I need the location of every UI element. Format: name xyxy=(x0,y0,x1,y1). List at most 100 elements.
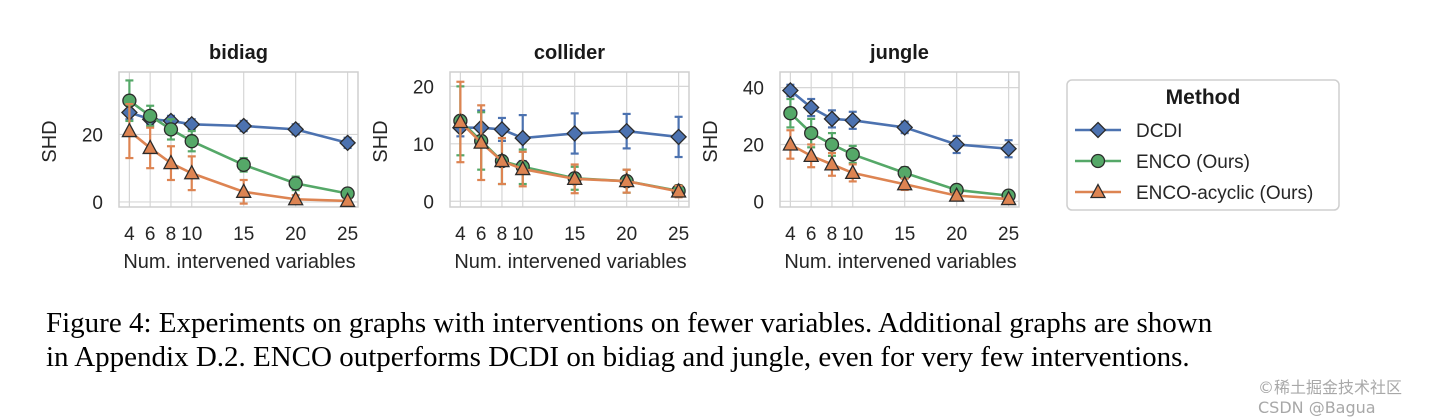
data-point xyxy=(163,122,179,137)
caption-line-1: Figure 4: Experiments on graphs with int… xyxy=(46,307,1213,339)
y-tick-label: 10 xyxy=(413,135,434,156)
data-point xyxy=(1000,140,1018,158)
series-dcdi xyxy=(120,104,357,152)
figure-caption: Figure 4: Experiments on graphs with int… xyxy=(46,306,1386,374)
legend-label: ENCO (Ours) xyxy=(1136,152,1250,173)
y-axis-label: SHD xyxy=(700,120,722,162)
series-enco-ours xyxy=(122,79,355,201)
data-point xyxy=(804,125,819,141)
x-tick-label: 4 xyxy=(124,224,135,245)
chart-panel-bidiag: bidiag 4 6 8 10 15 20 25 0 20 Num. intervened vari… xyxy=(39,42,359,273)
data-point xyxy=(235,117,253,135)
y-axis-label: SHD xyxy=(370,120,392,162)
data-point xyxy=(844,164,861,180)
data-point xyxy=(823,155,841,171)
data-point xyxy=(782,135,799,151)
panel-title: bidiag xyxy=(209,42,268,64)
series-dcdi xyxy=(781,82,1018,159)
legend-entry: ENCO-acyclic (Ours) xyxy=(1075,183,1313,204)
data-point xyxy=(948,186,965,202)
y-tick-label: 20 xyxy=(82,125,103,146)
data-point xyxy=(823,110,841,128)
y-tick-label: 0 xyxy=(423,192,434,213)
x-tick-label: 25 xyxy=(337,224,358,245)
x-tick-label: 20 xyxy=(946,224,967,245)
plot-frame xyxy=(449,71,690,208)
data-point xyxy=(566,169,583,186)
data-point xyxy=(287,190,304,206)
data-point xyxy=(514,129,532,147)
series-dcdi xyxy=(451,109,688,163)
data-point xyxy=(783,106,798,121)
legend-marker xyxy=(1089,121,1107,139)
x-tick-label: 8 xyxy=(166,224,177,245)
data-point xyxy=(514,160,531,176)
data-point xyxy=(143,108,158,124)
data-point xyxy=(236,157,251,172)
legend: Method DCDI ENCO (Ours) ENCO-acyclic (Ours) xyxy=(1066,79,1340,211)
x-tick-label: 8 xyxy=(497,224,508,245)
data-point xyxy=(618,122,636,140)
caption-line-2: in Appendix D.2. ENCO outperforms DCDI o… xyxy=(46,341,1190,373)
x-tick-label: 6 xyxy=(476,224,487,245)
chart-panel-jungle: jungle 4 6 8 10 15 20 25 0 20 40 Num. intervened va… xyxy=(700,42,1020,273)
legend-label: ENCO-acyclic (Ours) xyxy=(1136,183,1313,204)
data-point xyxy=(670,128,688,146)
x-tick-label: 8 xyxy=(827,224,838,245)
data-point xyxy=(493,121,511,138)
x-tick-label: 10 xyxy=(181,224,202,245)
y-tick-label: 20 xyxy=(743,135,764,156)
legend-title: Method xyxy=(1166,86,1241,109)
data-point xyxy=(184,134,199,149)
x-tick-label: 25 xyxy=(998,224,1019,245)
watermark: ©稀土掘金技术社区 CSDN @Bagua xyxy=(1258,378,1403,417)
x-tick-label: 6 xyxy=(806,224,817,245)
legend-entry: ENCO (Ours) xyxy=(1075,152,1250,173)
x-axis-label: Num. intervened variables xyxy=(784,251,1016,273)
data-point xyxy=(948,136,966,153)
data-point xyxy=(493,152,511,168)
legend-marker xyxy=(1089,183,1107,199)
data-point xyxy=(339,134,357,152)
data-point xyxy=(896,119,914,136)
x-tick-label: 20 xyxy=(285,224,306,245)
x-tick-label: 15 xyxy=(233,224,254,245)
plot-frame xyxy=(118,71,359,208)
data-point xyxy=(896,175,913,191)
data-point xyxy=(670,182,687,198)
x-tick-label: 6 xyxy=(145,224,156,245)
data-point xyxy=(618,172,635,188)
legend-frame xyxy=(1066,79,1340,211)
data-point xyxy=(288,176,303,191)
y-tick-label: 20 xyxy=(413,77,434,98)
data-point xyxy=(1000,190,1017,206)
data-point xyxy=(473,133,490,149)
x-tick-label: 4 xyxy=(785,224,796,245)
x-tick-label: 10 xyxy=(842,224,863,245)
data-point xyxy=(287,120,305,138)
data-point xyxy=(183,164,200,180)
data-point xyxy=(183,115,201,133)
y-tick-label: 0 xyxy=(753,192,764,213)
x-axis-label: Num. intervened variables xyxy=(454,251,686,273)
y-tick-label: 0 xyxy=(92,193,103,214)
panel-title: jungle xyxy=(869,42,929,64)
series-enco-acyclic-ours xyxy=(452,80,687,199)
data-point xyxy=(121,122,138,138)
series-enco-acyclic-ours xyxy=(782,129,1017,206)
x-tick-label: 25 xyxy=(668,224,689,245)
data-point xyxy=(803,146,820,162)
legend-entry: DCDI xyxy=(1075,121,1182,142)
x-tick-label: 15 xyxy=(564,224,585,245)
series-line xyxy=(128,99,348,195)
data-point xyxy=(824,137,840,152)
x-axis-label: Num. intervened variables xyxy=(123,251,355,273)
data-point xyxy=(452,113,469,129)
legend-marker xyxy=(1090,153,1106,169)
data-point xyxy=(162,154,180,170)
x-tick-label: 15 xyxy=(894,224,915,245)
x-tick-label: 20 xyxy=(616,224,637,245)
